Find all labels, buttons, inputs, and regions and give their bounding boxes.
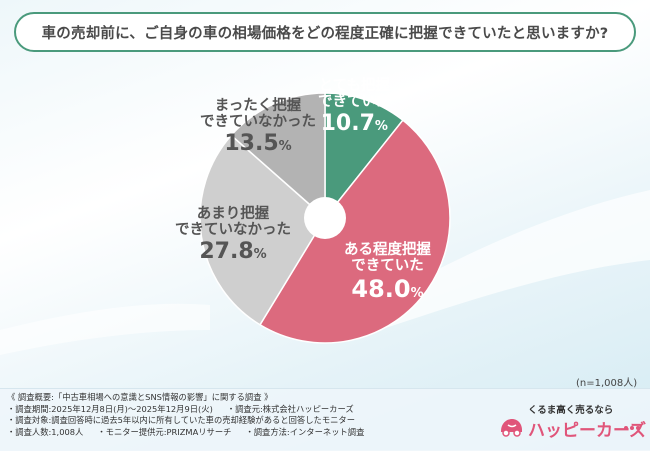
slice-unit: % <box>253 247 267 263</box>
logo-tagline: くるま高く売るなら <box>528 405 614 416</box>
logo-dots <box>624 426 640 430</box>
slice-label-somewhat: ある程度把握 できていた 48.0% <box>344 242 431 303</box>
slice-label-not-much: あまり把握 できていなかった 27.8% <box>175 206 291 265</box>
question-text: 車の売却前に、ご自身の車の相場価格をどの程度正確に把握できていたと思いますか? <box>41 25 609 42</box>
survey-title: 《 調査概要:「中古車相場への意識とSNS情報の影響」に関する調査 》 <box>7 392 273 402</box>
slice-label-line1: とても把握 <box>318 78 390 94</box>
slice-value: 13.5 <box>224 131 279 157</box>
slice-label-line2: できていた <box>351 258 424 275</box>
slice-somewhat <box>258 119 451 344</box>
slice-label-not-at-all: まったく把握 できていなかった 13.5% <box>200 98 316 157</box>
survey-monitor: ・モニター提供元:PRIZMAリサーチ <box>97 426 232 437</box>
question-banner: 車の売却前に、ご自身の車の相場価格をどの程度正確に把握できていたと思いますか? <box>14 12 636 52</box>
slice-label-line1: あまり把握 <box>196 206 270 222</box>
slice-value: 27.8 <box>199 239 254 265</box>
slice-label-line1: まったく把握 <box>214 98 302 114</box>
slice-label-line1: ある程度把握 <box>344 242 431 258</box>
slice-label-line2: できていなかった <box>200 114 316 131</box>
slice-unit: % <box>410 286 424 302</box>
sample-size: (n=1,008人) <box>576 378 638 389</box>
logo-name: ハッピーカーズ <box>528 421 647 441</box>
survey-respondents: ・調査人数:1,008人 <box>7 426 84 437</box>
slice-unit: % <box>278 139 292 155</box>
slice-not-much <box>199 134 326 326</box>
slice-label-line2: できていなかった <box>175 222 291 239</box>
happy-cars-logo: くるま高く売るなら ハッピーカーズ <box>498 402 646 442</box>
survey-period: ・調査期間:2025年12月8日(月)〜2025年12月9日(火) <box>7 403 213 414</box>
slice-very-well <box>324 92 404 221</box>
pie-center-hole <box>304 197 346 239</box>
slice-label-line2: できていた <box>318 94 391 111</box>
survey-footer: 《 調査概要:「中古車相場への意識とSNS情報の影響」に関する調査 》 ・調査期… <box>0 388 650 451</box>
survey-organizer: ・調査元:株式会社ハッピーカーズ <box>226 403 354 414</box>
slice-not-at-all <box>230 92 326 220</box>
slice-label-very-well: とても把握 できていた 10.7% <box>318 78 391 137</box>
slice-unit: % <box>374 119 388 135</box>
car-icon <box>501 419 522 437</box>
survey-method: ・調査方法:インターネット調査 <box>245 426 365 437</box>
slice-value: 48.0 <box>351 275 411 304</box>
slice-value: 10.7 <box>320 111 375 137</box>
survey-target: ・調査対象:調査回答時に過去5年以内に所有していた車の売却経験があると回答したモ… <box>7 415 356 425</box>
